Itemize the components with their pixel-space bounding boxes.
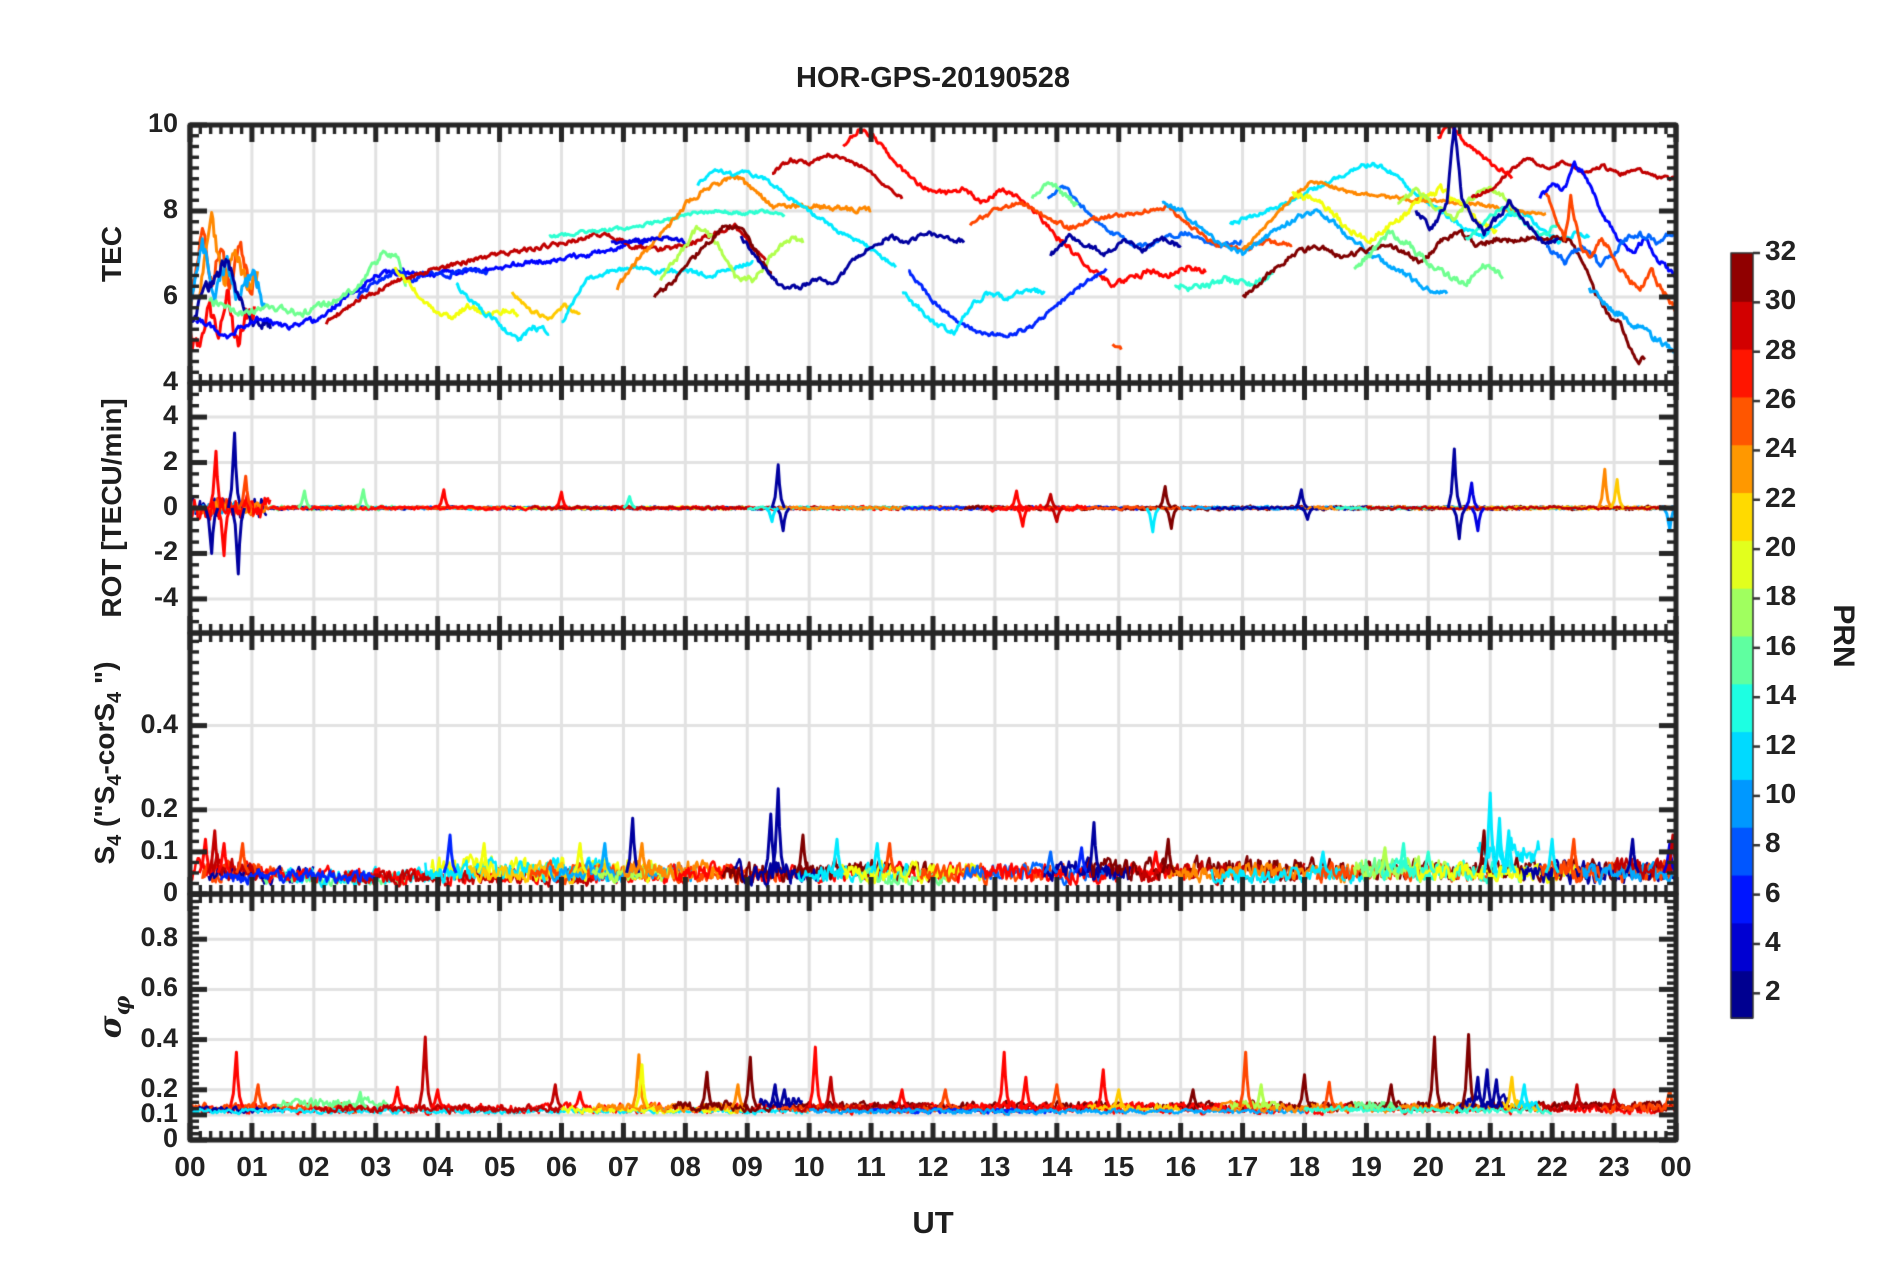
y-tick-label-rot--2: -2 (153, 536, 178, 567)
x-tick-label-10-10: 10 (793, 1151, 825, 1182)
x-tick-label-22-22: 22 (1536, 1151, 1568, 1182)
y-tick-label-sigma_phi-0.1: 0.1 (140, 1097, 178, 1128)
cbar-tick-label-2: 2 (1765, 975, 1781, 1007)
cbar-tick-label-22: 22 (1765, 481, 1797, 513)
y-tick-label-rot-4: 4 (162, 400, 178, 431)
cbar-tick-label-8: 8 (1765, 827, 1781, 859)
cbar-tick-label-10: 10 (1765, 777, 1797, 809)
y-tick-label-tec-8: 8 (162, 194, 178, 224)
x-tick-label-07-7: 07 (607, 1151, 639, 1182)
s4-label-sub3: 4 (104, 691, 126, 703)
y-tick-label-rot--4: -4 (153, 581, 178, 612)
x-tick-label-02-2: 02 (298, 1151, 330, 1182)
cbar-tick-label-26: 26 (1765, 383, 1797, 415)
x-tick-label-14-14: 14 (1041, 1151, 1073, 1182)
x-tick-label-16-16: 16 (1165, 1151, 1197, 1182)
y-tick-label-rot-2: 2 (162, 445, 178, 476)
x-tick-label-04-4: 04 (422, 1151, 454, 1182)
x-tick-label-21-21: 21 (1474, 1151, 1506, 1182)
x-tick-label-18-18: 18 (1288, 1151, 1321, 1182)
y-tick-label-tec-10: 10 (147, 108, 178, 138)
cbar-tick-label-20: 20 (1765, 531, 1797, 563)
cbar-tick-label-12: 12 (1765, 728, 1797, 760)
cbar-tick-label-16: 16 (1765, 629, 1797, 661)
y-tick-label-s4-0.4: 0.4 (140, 708, 178, 739)
y-tick-label-tec-4: 4 (162, 366, 178, 396)
y-tick-label-sigma_phi-0: 0 (162, 1123, 178, 1153)
x-tick-label-00-24: 00 (1660, 1151, 1692, 1182)
x-tick-label-13-13: 13 (979, 1151, 1011, 1182)
chart-title: HOR-GPS-20190528 (795, 62, 1071, 94)
x-tick-label-00-0: 00 (174, 1151, 206, 1182)
y-tick-label-rot-0: 0 (162, 491, 178, 521)
cbar-tick-label-28: 28 (1765, 333, 1797, 365)
x-tick-label-01-1: 01 (236, 1151, 268, 1182)
cbar-tick-label-30: 30 (1765, 284, 1797, 316)
cbar-tick-label-4: 4 (1765, 925, 1781, 957)
y-tick-label-sigma_phi-0.2: 0.2 (140, 1072, 178, 1103)
s4-label-close: ") (89, 661, 120, 692)
ylabel-tec: TEC (96, 226, 127, 282)
y-tick-label-s4-0.1: 0.1 (140, 834, 178, 865)
x-tick-label-19-19: 19 (1350, 1151, 1382, 1182)
x-tick-label-09-9: 09 (731, 1151, 763, 1182)
y-tick-label-s4-0.2: 0.2 (140, 792, 178, 823)
cbar-tick-label-6: 6 (1765, 876, 1781, 908)
x-tick-label-06-6: 06 (545, 1151, 578, 1182)
x-tick-label-20-20: 20 (1412, 1151, 1444, 1182)
x-tick-label-03-3: 03 (360, 1151, 392, 1182)
x-tick-label-11-11: 11 (856, 1151, 886, 1182)
ylabel-s4: S4 ("S4-corS4 ") (89, 661, 127, 864)
cbar-tick-label-24: 24 (1765, 432, 1797, 464)
xlabel-ut: UT (912, 1205, 954, 1240)
s4-label-sub2: 4 (104, 774, 126, 786)
x-tick-label-05-5: 05 (484, 1151, 516, 1182)
x-tick-label-15-15: 15 (1103, 1151, 1135, 1182)
y-tick-label-sigma_phi-0.8: 0.8 (140, 922, 178, 953)
y-tick-label-sigma_phi-0.4: 0.4 (140, 1022, 178, 1053)
cbar-tick-label-14: 14 (1765, 679, 1797, 711)
cbar-tick-label-32: 32 (1765, 235, 1797, 266)
x-tick-label-08-8: 08 (669, 1151, 701, 1182)
x-tick-label-17-17: 17 (1227, 1151, 1259, 1182)
y-tick-label-sigma_phi-0.6: 0.6 (140, 972, 178, 1003)
y-tick-label-s4-0: 0 (162, 877, 178, 907)
y-tick-label-tec-6: 6 (162, 280, 178, 310)
cbar-tick-label-18: 18 (1765, 580, 1797, 612)
x-tick-label-23-23: 23 (1598, 1151, 1630, 1182)
x-tick-label-12-12: 12 (917, 1151, 949, 1182)
